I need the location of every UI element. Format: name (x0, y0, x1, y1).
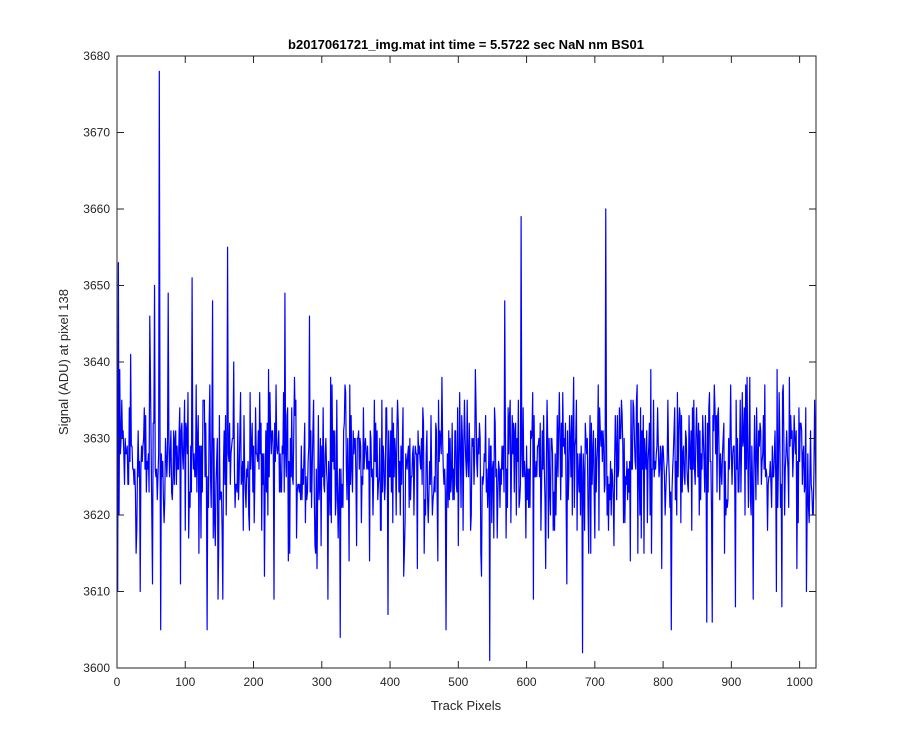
y-tick-label: 3620 (83, 508, 110, 522)
x-tick-label: 300 (312, 675, 332, 689)
chart-title: b2017061721_img.mat int time = 5.5722 se… (288, 37, 644, 52)
x-tick-label: 700 (585, 675, 605, 689)
y-tick-label: 3610 (83, 585, 110, 599)
x-axis-label: Track Pixels (431, 698, 502, 713)
y-axis-label: Signal (ADU) at pixel 138 (56, 289, 71, 435)
y-tick-label: 3600 (83, 661, 110, 675)
x-tick-label: 200 (244, 675, 264, 689)
x-tick-label: 800 (653, 675, 673, 689)
y-axis-ticks: 3600 3610 3620 3630 3640 3650 3660 3670 3680 (83, 49, 816, 675)
plot-area-background (117, 56, 816, 668)
x-tick-label: 100 (175, 675, 195, 689)
x-tick-label: 1000 (786, 675, 813, 689)
y-tick-label: 3670 (83, 126, 110, 140)
x-tick-label: 900 (721, 675, 741, 689)
series-line (117, 70, 816, 661)
y-tick-label: 3660 (83, 202, 110, 216)
y-tick-label: 3680 (83, 49, 110, 63)
x-tick-label: 500 (448, 675, 468, 689)
x-tick-label: 0 (114, 675, 121, 689)
y-tick-label: 3630 (83, 432, 110, 446)
x-tick-label: 600 (517, 675, 537, 689)
series-layer (117, 70, 816, 661)
y-tick-label: 3650 (83, 279, 110, 293)
y-tick-label: 3640 (83, 355, 110, 369)
x-tick-label: 400 (380, 675, 400, 689)
x-axis-ticks: 0 100 200 300 400 500 600 700 800 900 1000 (114, 56, 813, 689)
